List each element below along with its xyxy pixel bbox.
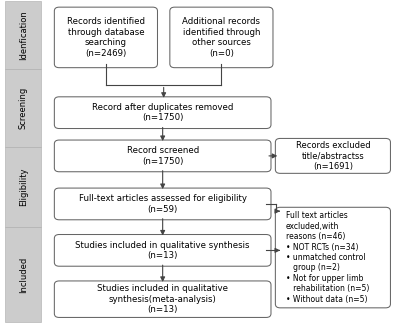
Text: Eligibility: Eligibility [19, 168, 28, 206]
FancyBboxPatch shape [55, 97, 271, 129]
FancyBboxPatch shape [275, 139, 391, 173]
FancyBboxPatch shape [170, 7, 273, 68]
Text: Included: Included [19, 256, 28, 293]
Text: Screening: Screening [19, 87, 28, 129]
FancyBboxPatch shape [55, 281, 271, 318]
FancyBboxPatch shape [55, 234, 271, 266]
Text: Studies included in qualitative synthesis
(n=13): Studies included in qualitative synthesi… [75, 241, 250, 260]
Text: Record after duplicates removed
(n=1750): Record after duplicates removed (n=1750) [92, 103, 233, 122]
Text: Studies included in qualitative
synthesis(meta-analysis)
(n=13): Studies included in qualitative synthesi… [97, 284, 228, 314]
FancyBboxPatch shape [5, 1, 41, 68]
FancyBboxPatch shape [5, 147, 41, 227]
FancyBboxPatch shape [5, 68, 41, 147]
Text: Full-text articles assessed for eligibility
(n=59): Full-text articles assessed for eligibil… [79, 194, 247, 214]
Text: Records excluded
title/abstractss
(n=1691): Records excluded title/abstractss (n=169… [296, 141, 370, 171]
Text: Full text articles
excluded,with
reasons (n=46)
• NOT RCTs (n=34)
• unmatched co: Full text articles excluded,with reasons… [286, 212, 369, 304]
FancyBboxPatch shape [5, 227, 41, 322]
Text: Record screened
(n=1750): Record screened (n=1750) [127, 146, 199, 166]
FancyBboxPatch shape [55, 188, 271, 220]
Text: Records identified
through database
searching
(n=2469): Records identified through database sear… [67, 17, 145, 57]
FancyBboxPatch shape [275, 207, 391, 308]
FancyBboxPatch shape [55, 140, 271, 172]
Text: Idenfication: Idenfication [19, 10, 28, 60]
Text: Additional records
identified through
other sources
(n=0): Additional records identified through ot… [182, 17, 260, 57]
FancyBboxPatch shape [55, 7, 158, 68]
